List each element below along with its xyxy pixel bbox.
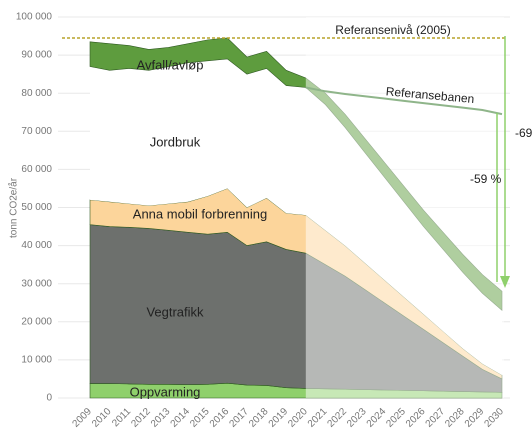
- annotation: -59 %: [470, 172, 502, 186]
- x-tick-label: 2010: [90, 406, 114, 430]
- series-label: Avfall/avløp: [137, 57, 204, 72]
- series-label: Anna mobil forbrenning: [133, 206, 267, 221]
- y-tick-label: 80 000: [21, 88, 52, 99]
- y-tick-label: 100 000: [16, 12, 53, 23]
- y-tick-label: 0: [46, 393, 52, 404]
- y-tick-label: 10 000: [21, 355, 52, 366]
- series-label: Oppvarming: [130, 384, 201, 399]
- y-tick-label: 40 000: [21, 240, 52, 251]
- y-tick-label: 90 000: [21, 50, 52, 61]
- reference-level-label: Referansenivå (2005): [335, 23, 450, 37]
- x-tick-label: 2028: [443, 406, 467, 430]
- reference-path: [305, 86, 503, 116]
- x-tick-label: 2016: [208, 406, 232, 430]
- x-tick-label: 2022: [326, 406, 350, 430]
- y-tick-label: 70 000: [21, 126, 52, 137]
- area: [90, 58, 502, 376]
- annotation: -69 %: [515, 126, 532, 140]
- x-tick-label: 2013: [149, 406, 173, 430]
- y-tick-label: 30 000: [21, 278, 52, 289]
- x-tick-label: 2019: [267, 406, 291, 430]
- y-tick-label: 20 000: [21, 316, 52, 327]
- x-tick-label: 2012: [129, 406, 153, 430]
- x-tick-label: 2026: [404, 406, 428, 430]
- x-tick-label: 2024: [365, 406, 389, 430]
- x-tick-label: 2030: [482, 406, 506, 430]
- x-tick-label: 2029: [463, 406, 487, 430]
- x-tick-label: 2009: [70, 406, 94, 430]
- x-tick-label: 2027: [424, 406, 448, 430]
- x-tick-label: 2017: [227, 406, 251, 430]
- x-tick-label: 2018: [247, 406, 271, 430]
- projection-shade: [305, 17, 504, 398]
- arrow-head: [500, 276, 510, 288]
- y-tick-label: 60 000: [21, 164, 52, 175]
- x-tick-label: 2015: [188, 406, 212, 430]
- x-tick-label: 2023: [345, 406, 369, 430]
- plot-area: 0 10 000 20 000 30 000 40 000 50 000 60 000 70 …: [16, 12, 510, 430]
- y-axis-label: tonn CO2e/år: [8, 177, 20, 238]
- x-tick-label: 2011: [110, 406, 133, 429]
- series-label: Jordbruk: [150, 134, 201, 149]
- series-label: Vegtrafikk: [146, 304, 204, 319]
- y-tick-label: 50 000: [21, 202, 52, 213]
- x-tick-label: 2025: [384, 406, 408, 430]
- x-tick-label: 2014: [169, 406, 193, 430]
- x-tick-label: 2020: [286, 406, 310, 430]
- x-tick-label: 2021: [306, 406, 330, 430]
